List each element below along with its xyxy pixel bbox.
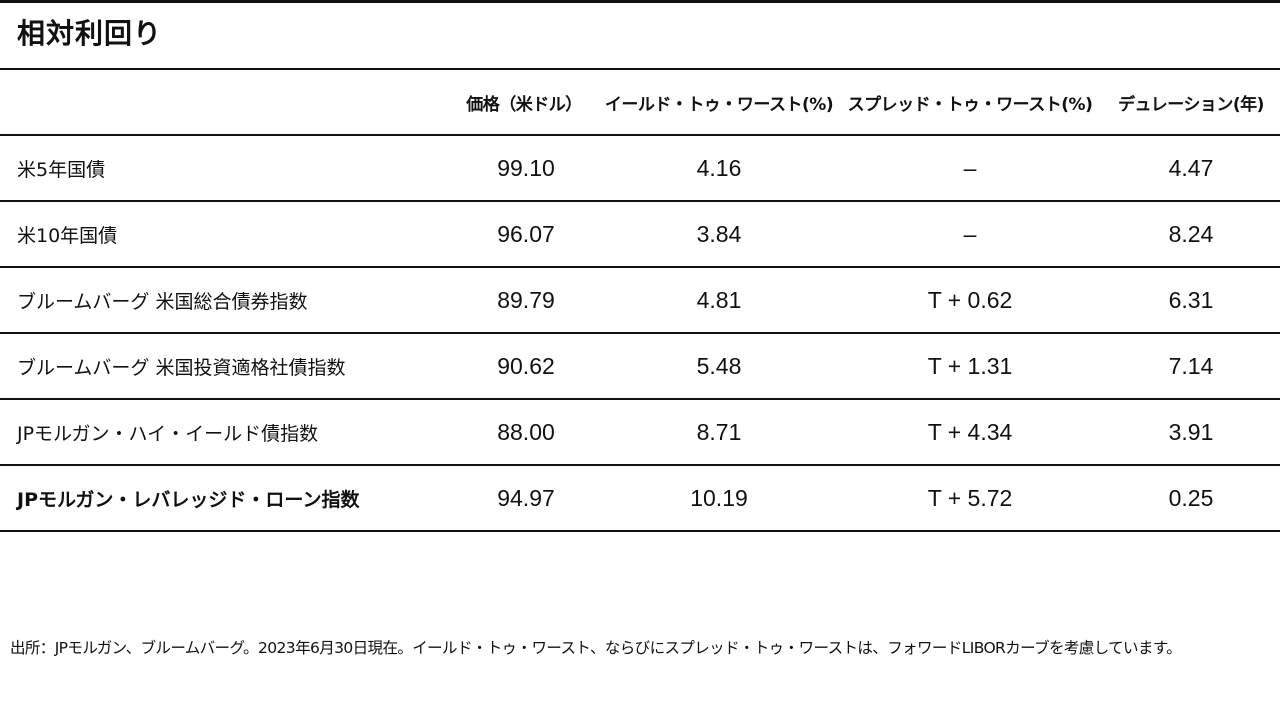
- table-row: 米5年国債 99.10 4.16 – 4.47: [0, 134, 1280, 200]
- row-spread-to-worst: T + 0.62: [927, 286, 1013, 313]
- row-yield-to-worst: 10.19: [690, 484, 748, 511]
- row-yield-to-worst: 5.48: [696, 352, 742, 379]
- row-duration: 4.47: [1168, 154, 1214, 181]
- source-footnote: 出所：JPモルガン、ブルームバーグ。2023年6月30日現在。イールド・トゥ・ワ…: [10, 639, 1182, 657]
- row-name: JPモルガン・ハイ・イールド債指数: [17, 422, 319, 445]
- header-spread-to-worst: スプレッド・トゥ・ワースト(%): [847, 94, 1093, 115]
- row-price: 94.97: [497, 484, 555, 511]
- row-yield-to-worst: 4.81: [696, 286, 742, 313]
- row-name: 米10年国債: [17, 224, 118, 247]
- relative-yield-table: 価格（米ドル） イールド・トゥ・ワースト(%) スプレッド・トゥ・ワースト(%)…: [0, 68, 1280, 532]
- row-duration: 7.14: [1168, 352, 1214, 379]
- row-price: 88.00: [497, 418, 555, 445]
- table-row: ブルームバーグ 米国投資適格社債指数 90.62 5.48 T + 1.31 7…: [0, 332, 1280, 398]
- row-price: 90.62: [497, 352, 555, 379]
- table-row-highlighted: JPモルガン・レバレッジド・ローン指数 94.97 10.19 T + 5.72…: [0, 464, 1280, 532]
- row-yield-to-worst: 3.84: [696, 220, 742, 247]
- row-spread-to-worst: –: [963, 220, 977, 247]
- table-row: JPモルガン・ハイ・イールド債指数 88.00 8.71 T + 4.34 3.…: [0, 398, 1280, 464]
- row-price: 96.07: [497, 220, 555, 247]
- table-row: ブルームバーグ 米国総合債券指数 89.79 4.81 T + 0.62 6.3…: [0, 266, 1280, 332]
- row-name: 米5年国債: [17, 158, 106, 181]
- page-title: 相対利回り: [17, 17, 163, 50]
- row-price: 89.79: [497, 286, 555, 313]
- row-yield-to-worst: 8.71: [696, 418, 742, 445]
- row-spread-to-worst: T + 4.34: [927, 418, 1013, 445]
- row-spread-to-worst: T + 1.31: [927, 352, 1013, 379]
- row-name: JPモルガン・レバレッジド・ローン指数: [17, 488, 360, 511]
- row-duration: 0.25: [1168, 484, 1214, 511]
- row-spread-to-worst: –: [963, 154, 977, 181]
- row-duration: 3.91: [1168, 418, 1214, 445]
- row-price: 99.10: [497, 154, 555, 181]
- header-price: 価格（米ドル）: [466, 94, 582, 115]
- table-row: 米10年国債 96.07 3.84 – 8.24: [0, 200, 1280, 266]
- header-yield-to-worst: イールド・トゥ・ワースト(%): [604, 94, 834, 115]
- top-rule: [0, 0, 1280, 3]
- row-name: ブルームバーグ 米国投資適格社債指数: [17, 356, 346, 379]
- row-name: ブルームバーグ 米国総合債券指数: [17, 290, 308, 313]
- header-duration: デュレーション(年): [1118, 94, 1264, 115]
- row-yield-to-worst: 4.16: [696, 154, 742, 181]
- row-duration: 6.31: [1168, 286, 1214, 313]
- row-spread-to-worst: T + 5.72: [927, 484, 1013, 511]
- table-header-row: 価格（米ドル） イールド・トゥ・ワースト(%) スプレッド・トゥ・ワースト(%)…: [0, 68, 1280, 134]
- row-duration: 8.24: [1168, 220, 1214, 247]
